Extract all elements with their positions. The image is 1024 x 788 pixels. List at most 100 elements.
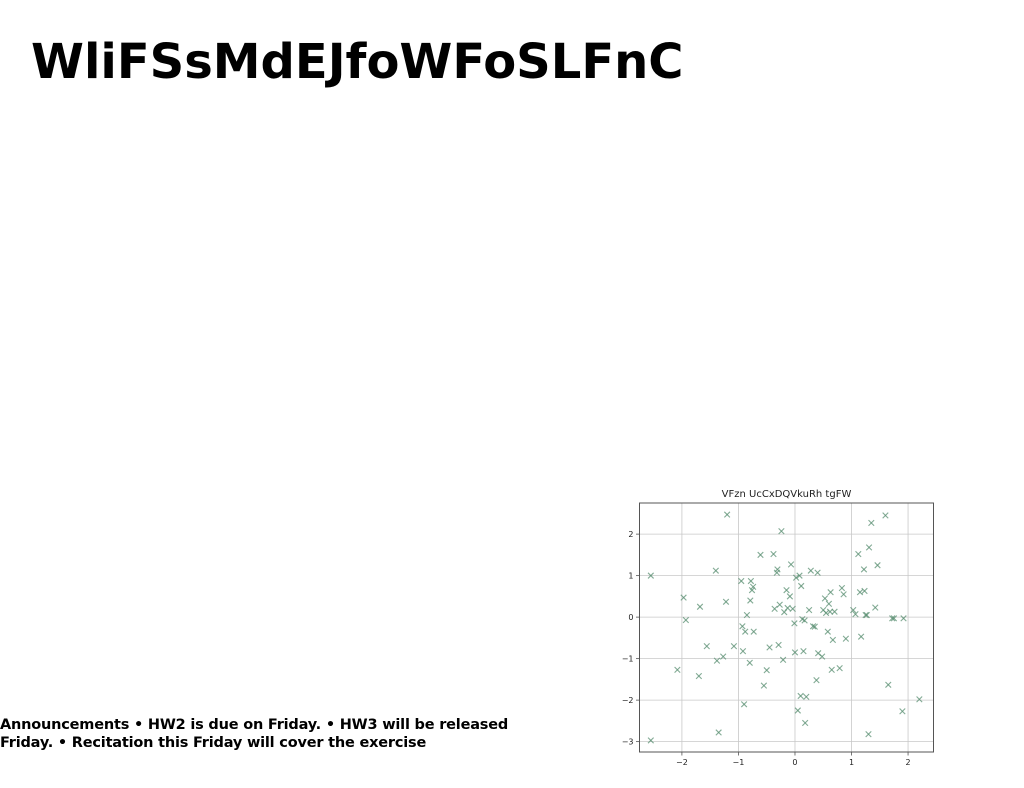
scatter-point [899, 708, 906, 715]
x-tick-label: −1 [733, 758, 745, 767]
announcements-text: Announcements • HW2 is due on Friday. • … [0, 717, 509, 751]
scatter-point [861, 587, 868, 595]
chart-title: VFzn UcCxDQVkuRh tgFW [722, 489, 852, 500]
scatter-point [796, 572, 803, 579]
scatter-point [742, 628, 749, 635]
scatter-point [723, 511, 731, 518]
scatter-point [776, 601, 783, 608]
scatter-point [813, 677, 820, 684]
scatter-point [750, 628, 757, 635]
scatter-point [774, 566, 781, 573]
scatter-point [807, 567, 815, 574]
scatter-point [680, 594, 687, 601]
y-tick-label: 0 [628, 613, 633, 622]
scatter-point [682, 616, 690, 624]
scatter-chart: VFzn UcCxDQVkuRh tgFW −2 −1 0 1 2 2 1 0 −1 −2 −3 [600, 482, 950, 772]
scatter-point [874, 562, 881, 569]
scatter-point [821, 595, 829, 602]
chart-points [647, 511, 923, 744]
scatter-point [838, 584, 846, 592]
y-tick-label: −3 [622, 738, 634, 747]
scatter-point [801, 617, 808, 624]
scatter-point [857, 633, 865, 640]
y-tick-label: −2 [622, 696, 634, 705]
y-tick-label: −1 [622, 655, 634, 664]
scatter-point [860, 566, 868, 573]
chart-axes: −2 −1 0 1 2 2 1 0 −1 −2 −3 [622, 530, 911, 767]
scatter-point [818, 653, 826, 660]
scatter-point [792, 574, 800, 581]
scatter-point [900, 615, 907, 622]
scatter-point [747, 597, 754, 604]
scatter-point [811, 623, 818, 630]
scatter-point [840, 591, 847, 598]
scatter-point [770, 550, 777, 558]
scatter-point [889, 615, 896, 622]
scatter-point [791, 649, 799, 656]
scatter-point [789, 605, 796, 613]
y-tick-label: 1 [628, 572, 633, 581]
scatter-point [775, 641, 782, 649]
scatter-point [842, 635, 850, 642]
scatter-point [749, 583, 757, 591]
scatter-point [713, 657, 721, 664]
scatter-point [647, 737, 654, 744]
chart-grid [639, 503, 934, 752]
x-tick-label: 2 [906, 758, 911, 767]
x-tick-label: 0 [792, 758, 797, 767]
scatter-point [738, 577, 745, 585]
scatter-point [828, 666, 835, 674]
scatter-point [740, 701, 748, 708]
scatter-point [831, 608, 838, 615]
scatter-point [787, 561, 795, 568]
slide-title: WliFSsMdEJfoWFoSLFnC [31, 34, 684, 90]
scatter-point [763, 667, 770, 674]
scatter-point [863, 611, 870, 619]
scatter-point [715, 729, 722, 736]
scatter-point [855, 550, 862, 558]
scatter-point [757, 551, 764, 559]
scatter-point [814, 569, 821, 576]
scatter-point [826, 608, 834, 615]
scatter-point [822, 609, 830, 617]
scatter-point [890, 615, 898, 622]
scatter-point [794, 707, 801, 714]
scatter-point [850, 606, 857, 614]
scatter-point [882, 512, 889, 519]
scatter-point [868, 519, 875, 527]
scatter-point [743, 611, 751, 619]
chart-svg: VFzn UcCxDQVkuRh tgFW −2 −1 0 1 2 2 1 0 −1 −2 −3 [622, 489, 934, 767]
scatter-point [824, 628, 831, 635]
scatter-point [760, 682, 768, 689]
scatter-point [696, 603, 704, 610]
scatter-point [856, 589, 864, 596]
scatter-point [885, 681, 892, 688]
scatter-point [766, 644, 773, 651]
scatter-point [805, 606, 813, 614]
scatter-point [803, 693, 810, 700]
scatter-point [872, 604, 879, 611]
scatter-point [865, 730, 872, 738]
y-tick-label: 2 [628, 530, 633, 539]
scatter-point [779, 656, 787, 664]
scatter-point [797, 692, 804, 700]
scatter-point [825, 600, 833, 608]
scatter-point [739, 647, 747, 655]
scatter-point [862, 611, 869, 619]
scatter-point [647, 572, 654, 579]
scatter-point [771, 605, 778, 613]
scatter-point [712, 567, 720, 574]
scatter-point [730, 642, 738, 650]
x-tick-label: 1 [849, 758, 854, 767]
scatter-point [778, 528, 785, 535]
scatter-point [746, 659, 753, 666]
scatter-point [809, 623, 817, 630]
plot-area [639, 502, 934, 753]
scatter-point [703, 642, 710, 650]
scatter-point [852, 611, 859, 618]
scatter-point [865, 544, 873, 551]
scatter-point [829, 636, 837, 644]
scatter-point [827, 589, 834, 596]
scatter-point [747, 577, 755, 585]
scatter-point [836, 664, 843, 672]
